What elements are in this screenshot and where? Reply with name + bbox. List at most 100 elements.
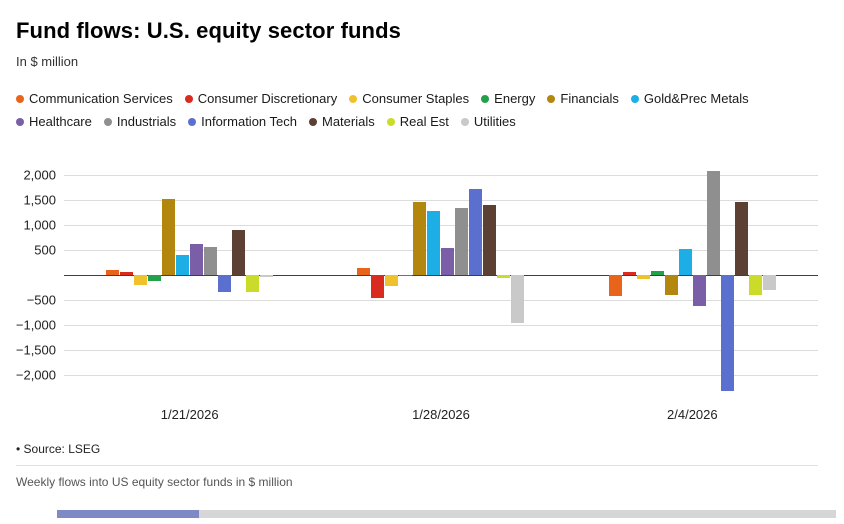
- legend-label: Gold&Prec Metals: [643, 91, 749, 106]
- legend-dot-icon: [309, 117, 317, 126]
- legend-label: Real Est: [399, 114, 449, 129]
- bar: [497, 274, 511, 279]
- bar: [232, 230, 246, 275]
- bar-slot: [399, 165, 413, 397]
- bar: [706, 170, 720, 275]
- bar: [692, 274, 706, 306]
- bar-slot: [497, 165, 511, 397]
- bar: [427, 211, 441, 275]
- legend-item: Information Tech: [188, 114, 297, 129]
- bar-slot: [176, 165, 190, 397]
- bar-slot: [162, 165, 176, 397]
- bar: [162, 199, 176, 275]
- gridline: [64, 374, 818, 376]
- legend-item: Utilities: [460, 114, 516, 129]
- y-tick-label: −2,000: [15, 367, 56, 383]
- bar-slot: [371, 165, 385, 397]
- y-tick-label: 2,000: [23, 167, 56, 183]
- bar: [176, 254, 190, 275]
- bar: [260, 274, 274, 277]
- legend-dot-icon: [16, 94, 24, 103]
- bar-slot: [120, 165, 134, 397]
- bar: [246, 274, 260, 293]
- bar-group-3: [567, 165, 818, 397]
- x-tick-label: 2/4/2026: [667, 407, 718, 422]
- legend-item: Consumer Discretionary: [184, 91, 338, 106]
- bar-slot: [106, 165, 120, 397]
- bar: [762, 274, 776, 290]
- bar-slot: [762, 165, 776, 397]
- bar-groups: [64, 165, 818, 397]
- bar-slot: [134, 165, 148, 397]
- bar: [413, 202, 427, 275]
- legend-label: Consumer Discretionary: [197, 91, 338, 106]
- bar-slot: [678, 165, 692, 397]
- bar-slot: [148, 165, 162, 397]
- legend-item: Consumer Staples: [349, 91, 469, 106]
- legend-label: Communication Services: [29, 91, 173, 106]
- bar: [678, 248, 692, 275]
- bar: [664, 274, 678, 295]
- bar: [385, 274, 399, 287]
- y-tick-label: 500: [34, 242, 56, 258]
- legend-dot-icon: [184, 94, 193, 103]
- bar-slot: [622, 165, 636, 397]
- plot-area: [64, 165, 818, 397]
- legend-label: Energy: [494, 91, 536, 106]
- bar-slot: [455, 165, 469, 397]
- bar-slot: [483, 165, 497, 397]
- bar-group-1: [64, 165, 315, 397]
- caption: Weekly flows into US equity sector funds…: [16, 465, 818, 489]
- legend-dot-icon: [349, 94, 358, 103]
- bar: [218, 274, 232, 292]
- bar: [622, 271, 636, 275]
- legend-label: Information Tech: [201, 114, 297, 129]
- bar-slot: [608, 165, 622, 397]
- bar: [120, 271, 134, 275]
- chart-title: Fund flows: U.S. equity sector funds: [16, 18, 401, 43]
- gridline: [64, 249, 818, 251]
- bar-group-2: [315, 165, 566, 397]
- bar: [441, 247, 455, 275]
- bar-slot: [734, 165, 748, 397]
- x-labels: 1/21/2026 1/28/2026 2/4/2026: [64, 407, 818, 422]
- legend-label: Utilities: [473, 114, 516, 129]
- bar-slot: [260, 165, 274, 397]
- chart: 2,000 1,500 1,000 500 −500 −1,000 −1,500 −2,000: [16, 165, 818, 397]
- legend-dot-icon: [630, 94, 639, 103]
- y-tick-label: −1,500: [15, 342, 56, 358]
- bar-slot: [357, 165, 371, 397]
- legend-item: Financials: [547, 91, 619, 106]
- legend-item: Energy: [481, 91, 535, 106]
- bar-slot: [636, 165, 650, 397]
- legend-dot-icon: [386, 117, 395, 126]
- legend-dot-icon: [481, 94, 490, 103]
- legend-item: Communication Services: [16, 91, 173, 106]
- bar: [204, 246, 218, 275]
- bar-slot: [469, 165, 483, 397]
- chart-subtitle: In $ million: [16, 54, 79, 69]
- legend-dot-icon: [460, 117, 469, 126]
- x-axis-spacer: [16, 407, 64, 422]
- zero-axis-line: [64, 274, 818, 276]
- bar-slot: [664, 165, 678, 397]
- horizontal-scrollbar[interactable]: [57, 510, 836, 518]
- gridline: [64, 224, 818, 226]
- y-tick-label: 1,500: [23, 192, 56, 208]
- scrollbar-thumb[interactable]: [57, 510, 199, 518]
- gridline: [64, 199, 818, 201]
- legend: Communication Services Consumer Discretio…: [16, 91, 796, 129]
- bar: [455, 208, 469, 275]
- legend-item: Real Est: [386, 114, 449, 129]
- bar: [734, 202, 748, 275]
- bar: [469, 188, 483, 275]
- x-tick-label: 1/28/2026: [412, 407, 470, 422]
- x-tick-label: 1/21/2026: [160, 407, 219, 422]
- bar: [720, 274, 734, 391]
- gridline: [64, 174, 818, 176]
- bar: [608, 274, 622, 296]
- bar-slot: [190, 165, 204, 397]
- bar-slot: [720, 165, 734, 397]
- legend-item: Gold&Prec Metals: [630, 91, 749, 106]
